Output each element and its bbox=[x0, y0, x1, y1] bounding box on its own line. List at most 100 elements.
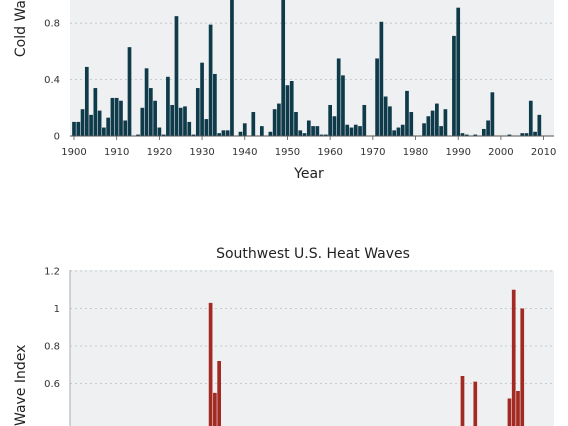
bar bbox=[221, 130, 226, 136]
bar bbox=[422, 123, 426, 136]
y-tick-label: 1 bbox=[54, 304, 60, 315]
y-tick-label: 1.2 bbox=[44, 267, 60, 278]
gridlines bbox=[70, 270, 554, 384]
bar bbox=[460, 133, 465, 136]
bar bbox=[341, 75, 345, 136]
x-tick-label: 1940 bbox=[232, 147, 257, 158]
y-axis-label: Cold Wa bbox=[13, 0, 29, 57]
bar bbox=[520, 133, 525, 136]
bar bbox=[144, 68, 149, 136]
bar bbox=[375, 58, 379, 137]
bar bbox=[473, 134, 478, 136]
y-tick-label: 0.8 bbox=[44, 19, 60, 30]
bar bbox=[195, 88, 200, 136]
y-tick-label: 0.6 bbox=[44, 379, 60, 390]
bar bbox=[204, 119, 209, 136]
bars bbox=[72, 0, 542, 137]
bar bbox=[486, 120, 490, 136]
bar bbox=[481, 128, 486, 136]
bar bbox=[285, 85, 290, 136]
bar bbox=[119, 100, 123, 136]
x-tick-label: 1920 bbox=[147, 147, 172, 158]
bar bbox=[272, 109, 277, 136]
bar bbox=[388, 106, 392, 136]
bar bbox=[511, 289, 516, 426]
bar bbox=[183, 106, 187, 136]
bar bbox=[294, 112, 298, 136]
bar bbox=[281, 0, 286, 136]
bar bbox=[191, 134, 196, 136]
bar bbox=[170, 104, 175, 136]
bar bbox=[358, 126, 362, 136]
bar bbox=[533, 131, 537, 136]
bar bbox=[392, 130, 397, 136]
x-tick-label: 1930 bbox=[189, 147, 214, 158]
cold-wave-chart: 0 0.4 0.8 1900 1910 1920 1930 1940 1950 1960 1970… bbox=[13, 0, 556, 182]
bar bbox=[213, 392, 217, 426]
bar bbox=[430, 110, 435, 136]
bar bbox=[277, 103, 281, 136]
bar bbox=[528, 100, 533, 136]
bar bbox=[379, 21, 384, 136]
bar bbox=[315, 126, 320, 136]
bar bbox=[251, 112, 256, 136]
bar bbox=[464, 134, 469, 136]
x-tick-labels: 1900 1910 1920 1930 1940 1950 1960 1970 1980 1990… bbox=[61, 136, 556, 158]
bars bbox=[208, 289, 525, 426]
y-tick-label: 0.4 bbox=[44, 75, 60, 86]
bar bbox=[84, 66, 89, 136]
bar bbox=[507, 134, 512, 136]
bar bbox=[213, 73, 217, 136]
bar bbox=[153, 100, 157, 136]
bar bbox=[336, 58, 341, 137]
x-tick-label: 1950 bbox=[275, 147, 300, 158]
bar bbox=[242, 123, 247, 136]
x-tick-label: 1970 bbox=[360, 147, 385, 158]
bar bbox=[435, 103, 439, 136]
bar bbox=[516, 391, 520, 426]
y-tick-labels: 0 0.4 0.8 bbox=[44, 19, 60, 143]
bar bbox=[439, 126, 443, 136]
bar bbox=[456, 7, 461, 136]
y-tick-label: 0.8 bbox=[44, 342, 60, 353]
bar bbox=[452, 35, 456, 136]
y-tick-labels: 0.6 0.8 1 1.2 bbox=[44, 267, 60, 391]
bar bbox=[174, 16, 179, 136]
bar bbox=[302, 133, 307, 136]
bar bbox=[178, 107, 183, 136]
bar bbox=[136, 134, 140, 136]
bar bbox=[490, 92, 495, 136]
bar bbox=[289, 81, 294, 136]
gridlines bbox=[70, 22, 554, 80]
bar bbox=[306, 120, 311, 136]
y-axis-label: Wave Index bbox=[13, 345, 29, 426]
x-tick-label: 1980 bbox=[403, 147, 428, 158]
x-axis-label: Year bbox=[293, 166, 324, 182]
bar bbox=[208, 24, 213, 136]
bar bbox=[72, 121, 76, 136]
bar bbox=[157, 127, 162, 136]
bar bbox=[217, 133, 221, 136]
x-tick-label: 1990 bbox=[445, 147, 470, 158]
bar bbox=[328, 104, 332, 136]
x-tick-label: 1960 bbox=[317, 147, 342, 158]
bar bbox=[353, 124, 358, 136]
bar bbox=[93, 88, 98, 136]
bar bbox=[97, 110, 102, 136]
bar bbox=[114, 97, 119, 136]
x-tick-label: 1910 bbox=[104, 147, 129, 158]
bar bbox=[345, 124, 350, 136]
bar bbox=[409, 112, 414, 136]
bar bbox=[443, 109, 448, 136]
plot-background bbox=[70, 270, 554, 426]
bar bbox=[166, 76, 170, 136]
x-tick-label: 1900 bbox=[61, 147, 86, 158]
bar bbox=[148, 88, 153, 136]
x-tick-label: 2010 bbox=[531, 147, 556, 158]
bar bbox=[80, 109, 85, 136]
bar bbox=[507, 398, 512, 426]
x-tick-label: 2000 bbox=[488, 147, 513, 158]
bar bbox=[362, 104, 367, 136]
bar bbox=[400, 124, 405, 136]
